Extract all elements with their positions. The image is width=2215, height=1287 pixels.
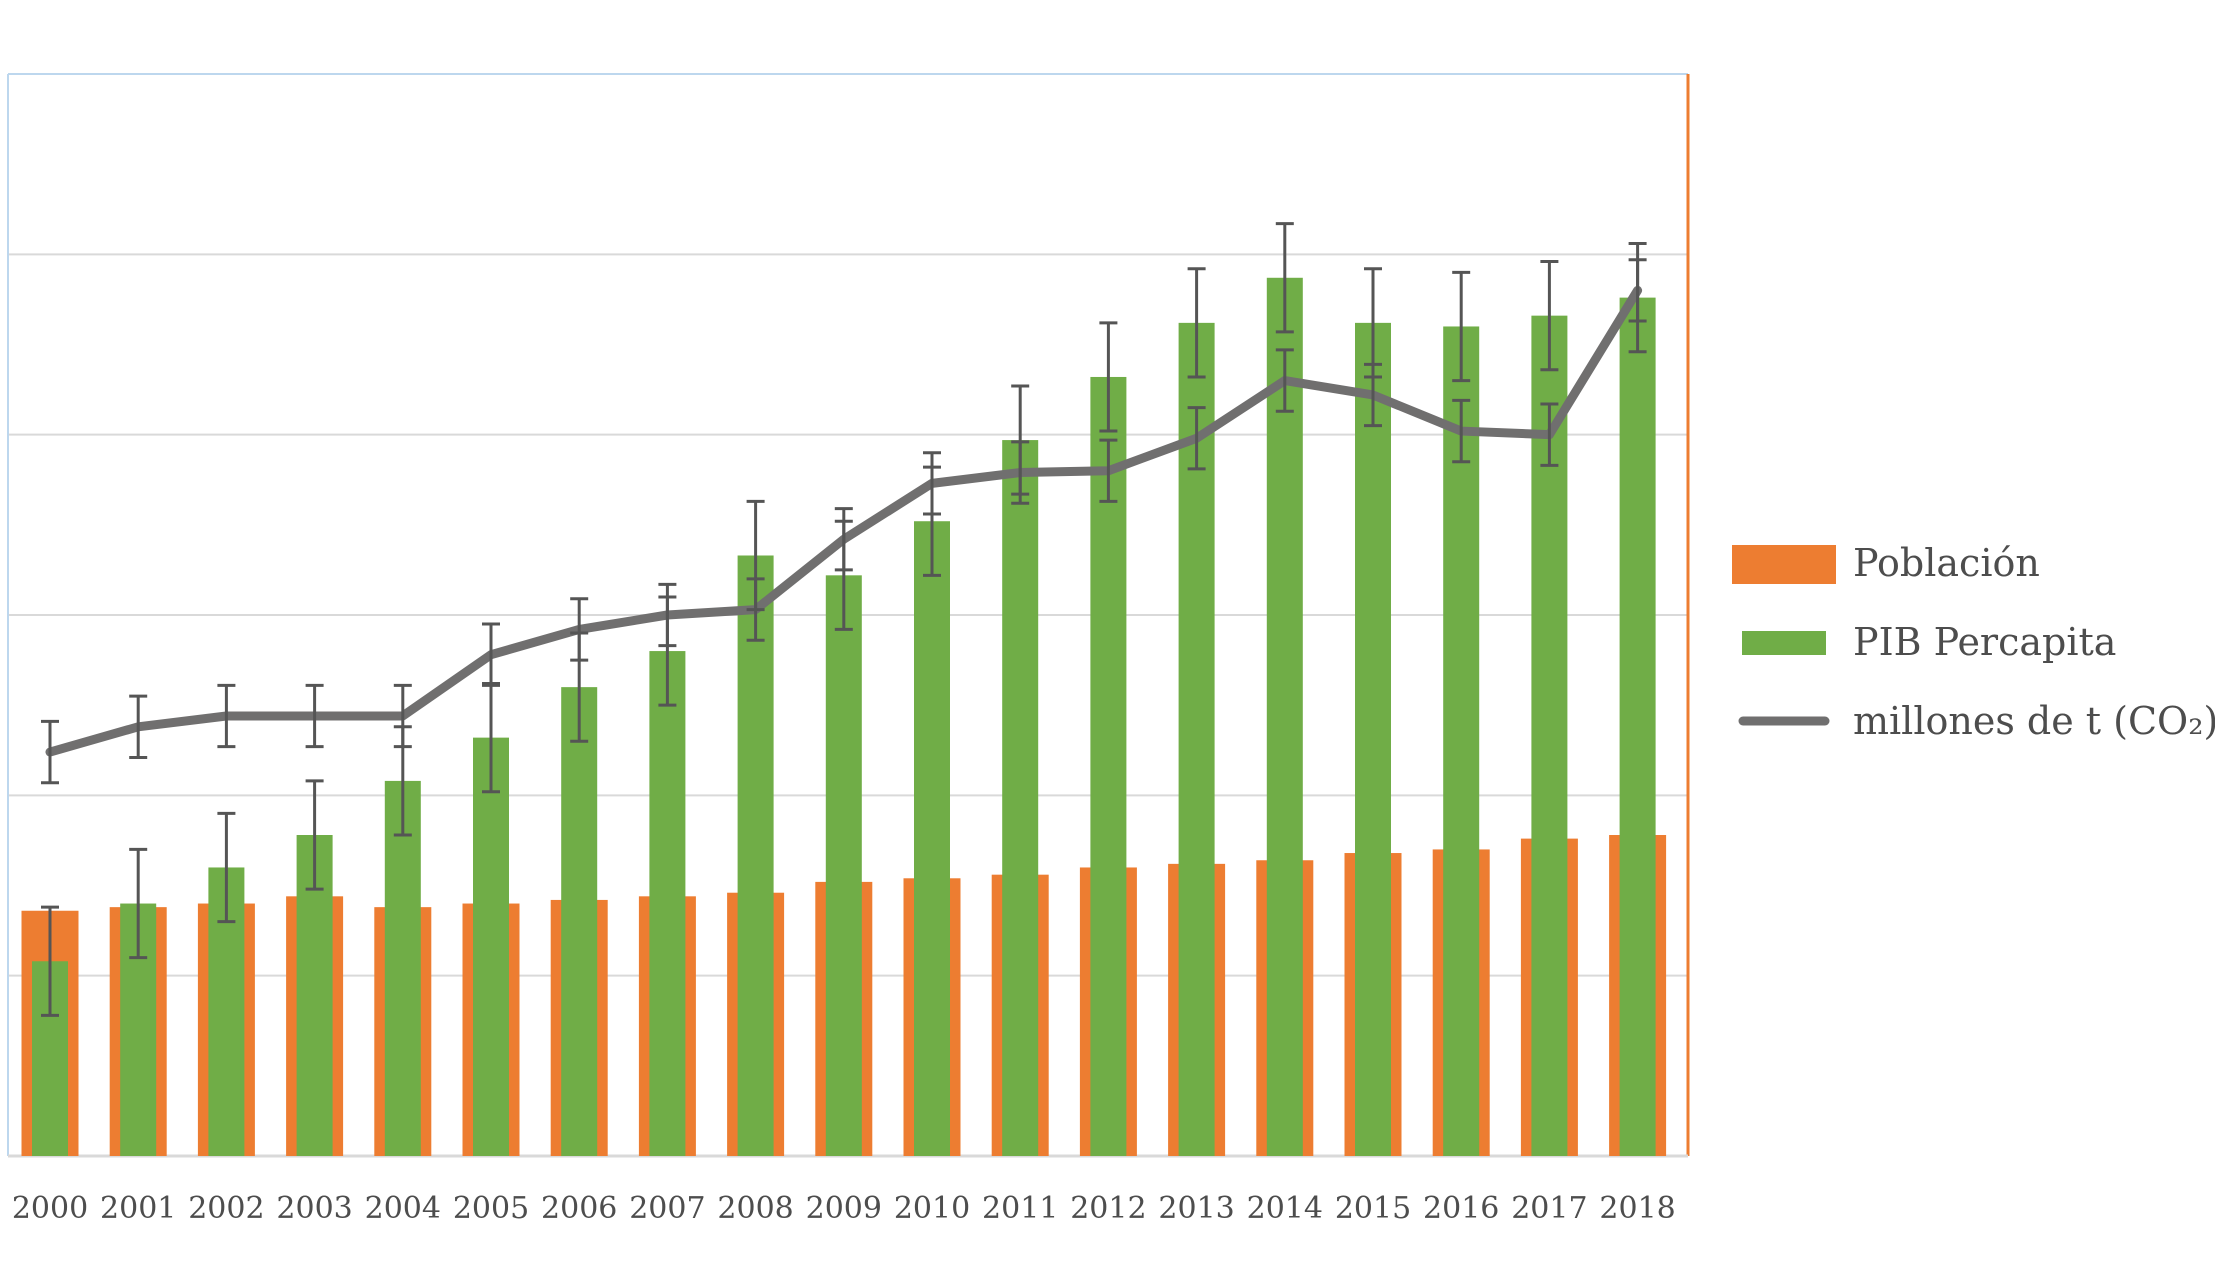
- x-axis-tick-labels: 2000 2001 2002 2003 2004 2005 2006 2007 2008 2009…: [12, 1191, 1676, 1226]
- errorbar-co2-2014: [1275, 348, 1294, 413]
- tick-label-2009: 2009: [806, 1191, 882, 1226]
- errorbar-co2-2003: [305, 683, 324, 749]
- bar-pib-2010: [914, 521, 950, 1156]
- errorbar-co2-2006: [570, 597, 589, 662]
- tick-label-2014: 2014: [1247, 1191, 1323, 1226]
- tick-label-2016: 2016: [1423, 1191, 1499, 1226]
- errorbar-co2-2010: [923, 451, 941, 516]
- errorbar-pib-2000: [41, 905, 59, 1017]
- errorbar-co2-2011: [1011, 440, 1030, 505]
- tick-label-2015: 2015: [1335, 1191, 1411, 1226]
- legend: Población PIB Percapita millones de t (C…: [1732, 541, 2215, 743]
- bar-pib-2011: [1002, 440, 1039, 1156]
- errorbar-pib-2001: [129, 847, 148, 960]
- bar-pib-2008: [737, 555, 774, 1156]
- errorbar-co2-2000: [41, 719, 59, 785]
- tick-label-2000: 2000: [12, 1191, 88, 1226]
- bar-pib-2014: [1266, 277, 1303, 1156]
- bar-pib-2016: [1443, 326, 1480, 1156]
- tick-label-2001: 2001: [100, 1191, 176, 1226]
- legend-swatch-pib: [1742, 631, 1826, 655]
- errorbar-co2-2015: [1364, 362, 1382, 428]
- bar-pib-2009: [825, 575, 862, 1156]
- tick-label-2002: 2002: [188, 1191, 264, 1226]
- errorbar-pib-2012: [1099, 321, 1118, 433]
- tick-label-2006: 2006: [541, 1191, 617, 1226]
- tick-label-2007: 2007: [629, 1191, 705, 1226]
- bar-pib-2007: [649, 651, 686, 1156]
- bar-pib-2006: [561, 687, 598, 1156]
- errorbar-co2-2009: [834, 507, 853, 572]
- errorbar-co2-2013: [1187, 406, 1206, 471]
- bar-pib-2015: [1355, 322, 1391, 1156]
- tick-label-2011: 2011: [982, 1191, 1058, 1226]
- tick-label-2017: 2017: [1511, 1191, 1587, 1226]
- legend-label-co2: millones de t (CO₂): [1853, 699, 2215, 743]
- tick-label-2004: 2004: [365, 1191, 441, 1226]
- errorbar-co2-2007: [658, 582, 677, 648]
- tick-label-2018: 2018: [1599, 1191, 1675, 1226]
- errorbar-pib-2002: [217, 811, 236, 924]
- errorbar-pib-2003: [305, 779, 324, 891]
- errorbar-pib-2014: [1275, 222, 1294, 334]
- bar-pib-2004: [384, 780, 421, 1156]
- errorbar-co2-2017: [1540, 402, 1559, 467]
- tick-label-2013: 2013: [1158, 1191, 1234, 1226]
- errorbar-pib-2016: [1452, 270, 1471, 383]
- tick-label-2012: 2012: [1070, 1191, 1146, 1226]
- legend-swatch-poblacion: [1732, 545, 1836, 584]
- errorbar-co2-2008: [746, 577, 765, 642]
- bars: [21, 277, 1667, 1157]
- tick-label-2008: 2008: [717, 1191, 793, 1226]
- errorbar-co2-2005: [482, 622, 500, 687]
- bar-pib-2012: [1090, 376, 1127, 1157]
- errorbar-pib-2017: [1540, 260, 1559, 372]
- errorbar-co2-2012: [1099, 438, 1118, 503]
- errorbar-pib-2013: [1187, 267, 1206, 379]
- tick-label-2005: 2005: [453, 1191, 529, 1226]
- errorbar-co2-2018: [1628, 258, 1647, 323]
- tick-label-2010: 2010: [894, 1191, 970, 1226]
- legend-label-poblacion: Población: [1853, 541, 2040, 585]
- error-bars: [41, 222, 1647, 1017]
- legend-label-pib: PIB Percapita: [1853, 620, 2116, 664]
- tick-label-2003: 2003: [276, 1191, 352, 1226]
- bar-pib-2005: [473, 737, 509, 1156]
- errorbar-co2-2002: [217, 683, 236, 749]
- errorbar-co2-2001: [129, 694, 148, 759]
- errorbar-co2-2004: [393, 683, 412, 749]
- errorbar-co2-2016: [1452, 398, 1471, 464]
- bar-pib-2018: [1619, 297, 1656, 1156]
